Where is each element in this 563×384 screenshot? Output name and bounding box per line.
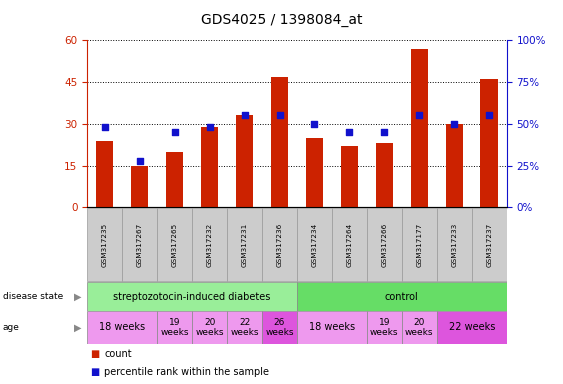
Bar xyxy=(480,79,498,207)
Bar xyxy=(227,208,262,281)
Bar xyxy=(87,282,297,311)
Point xyxy=(415,113,424,119)
Bar xyxy=(271,76,288,207)
Text: GSM317234: GSM317234 xyxy=(311,223,318,267)
Bar xyxy=(341,146,358,207)
Point xyxy=(205,124,214,130)
Text: GSM317233: GSM317233 xyxy=(452,223,457,267)
Text: GSM317266: GSM317266 xyxy=(381,223,387,267)
Point xyxy=(485,113,494,119)
Bar xyxy=(402,208,437,281)
Text: GSM317237: GSM317237 xyxy=(486,223,492,267)
Bar xyxy=(437,311,507,344)
Text: disease state: disease state xyxy=(3,292,63,301)
Bar xyxy=(376,143,393,207)
Text: GSM317265: GSM317265 xyxy=(172,223,178,267)
Text: 20
weeks: 20 weeks xyxy=(405,318,434,337)
Bar xyxy=(157,311,192,344)
Text: 19
weeks: 19 weeks xyxy=(370,318,399,337)
Bar xyxy=(262,311,297,344)
Text: control: control xyxy=(385,291,419,302)
Text: ■: ■ xyxy=(90,367,99,377)
Bar xyxy=(367,208,401,281)
Bar xyxy=(193,208,227,281)
Bar xyxy=(122,208,157,281)
Text: GSM317236: GSM317236 xyxy=(276,223,283,267)
Bar xyxy=(410,49,428,207)
Text: 20
weeks: 20 weeks xyxy=(195,318,224,337)
Text: age: age xyxy=(3,323,20,332)
Bar xyxy=(297,311,367,344)
Bar xyxy=(367,311,402,344)
Bar xyxy=(227,311,262,344)
Text: GSM317267: GSM317267 xyxy=(137,223,142,267)
Point xyxy=(240,113,249,119)
Bar xyxy=(262,208,297,281)
Point xyxy=(275,113,284,119)
Bar xyxy=(201,127,218,207)
Bar xyxy=(332,208,367,281)
Bar xyxy=(445,124,463,207)
Bar xyxy=(96,141,114,207)
Text: streptozotocin-induced diabetes: streptozotocin-induced diabetes xyxy=(113,291,271,302)
Bar xyxy=(236,116,253,207)
Bar xyxy=(157,208,192,281)
Text: GSM317177: GSM317177 xyxy=(416,223,422,267)
Text: ■: ■ xyxy=(90,349,99,359)
Text: percentile rank within the sample: percentile rank within the sample xyxy=(104,367,269,377)
Bar xyxy=(192,311,227,344)
Bar xyxy=(402,311,437,344)
Text: 26
weeks: 26 weeks xyxy=(265,318,294,337)
Bar xyxy=(297,208,332,281)
Bar xyxy=(166,152,184,207)
Text: 22
weeks: 22 weeks xyxy=(230,318,259,337)
Text: 18 weeks: 18 weeks xyxy=(99,322,145,333)
Bar xyxy=(437,208,472,281)
Point xyxy=(100,124,109,130)
Text: count: count xyxy=(104,349,132,359)
Point xyxy=(450,121,459,127)
Text: 19
weeks: 19 weeks xyxy=(160,318,189,337)
Bar xyxy=(87,311,157,344)
Point xyxy=(380,129,389,135)
Text: 22 weeks: 22 weeks xyxy=(449,322,495,333)
Text: GSM317232: GSM317232 xyxy=(207,223,213,267)
Bar xyxy=(297,282,507,311)
Text: ▶: ▶ xyxy=(74,291,82,302)
Bar xyxy=(87,208,122,281)
Point xyxy=(345,129,354,135)
Point xyxy=(170,129,179,135)
Text: GSM317231: GSM317231 xyxy=(242,223,248,267)
Text: ▶: ▶ xyxy=(74,322,82,333)
Text: 18 weeks: 18 weeks xyxy=(309,322,355,333)
Bar xyxy=(472,208,507,281)
Bar xyxy=(306,138,323,207)
Text: GDS4025 / 1398084_at: GDS4025 / 1398084_at xyxy=(201,13,362,27)
Text: GSM317235: GSM317235 xyxy=(102,223,108,267)
Point xyxy=(135,157,144,164)
Text: GSM317264: GSM317264 xyxy=(346,223,352,267)
Bar xyxy=(131,166,149,207)
Point xyxy=(310,121,319,127)
